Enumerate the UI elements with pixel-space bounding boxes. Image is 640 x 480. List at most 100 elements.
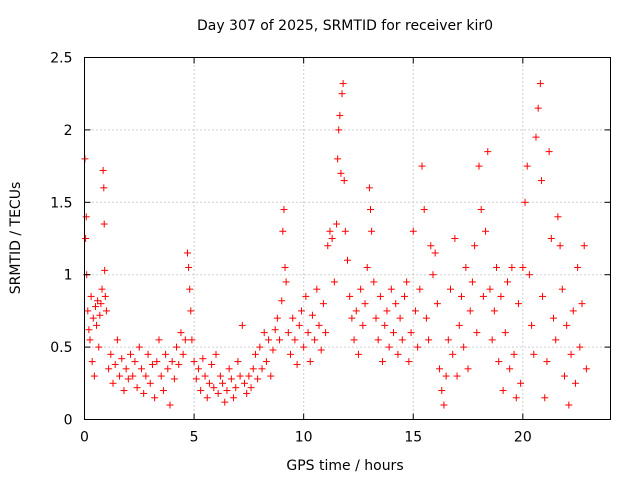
data-point: [560, 372, 568, 380]
data-point: [284, 329, 292, 337]
data-point: [411, 307, 419, 315]
data-point: [192, 375, 200, 383]
data-point: [84, 307, 92, 315]
data-point: [317, 346, 325, 354]
data-point: [234, 358, 242, 366]
data-point: [414, 343, 422, 351]
data-point: [146, 379, 154, 387]
data-point: [519, 263, 527, 271]
data-point: [238, 321, 246, 329]
data-point: [361, 300, 369, 308]
data-point: [357, 285, 365, 293]
data-point: [271, 326, 279, 334]
data-point: [91, 303, 99, 311]
data-point: [269, 346, 277, 354]
data-point: [185, 263, 193, 271]
data-point: [499, 387, 507, 395]
data-point: [276, 336, 284, 344]
data-point: [243, 389, 251, 397]
data-point: [116, 372, 124, 380]
data-point: [187, 307, 195, 315]
data-point: [245, 372, 253, 380]
data-point: [354, 350, 362, 358]
data-point: [348, 314, 356, 322]
data-point: [184, 249, 192, 257]
data-point: [550, 314, 558, 322]
data-point: [166, 401, 174, 409]
data-point: [503, 278, 511, 286]
data-point: [383, 307, 391, 315]
data-point: [340, 177, 348, 185]
data-point: [422, 314, 430, 322]
data-point: [170, 375, 178, 383]
data-point: [552, 336, 560, 344]
data-point: [379, 358, 387, 366]
data-point: [173, 343, 181, 351]
data-point: [313, 285, 321, 293]
data-point: [451, 235, 459, 242]
x-tick-label: 15: [404, 430, 422, 446]
data-point: [230, 394, 238, 402]
data-point: [322, 329, 330, 337]
data-point: [258, 365, 266, 373]
data-point: [449, 350, 457, 358]
data-point: [431, 249, 439, 257]
data-point: [523, 162, 531, 170]
x-tick-label: 5: [190, 430, 199, 446]
data-point: [151, 394, 159, 402]
data-point: [396, 314, 404, 322]
data-point: [385, 343, 393, 351]
data-point: [495, 358, 503, 366]
data-point: [278, 297, 286, 305]
data-point: [308, 311, 316, 319]
data-point: [350, 336, 358, 344]
data-point: [580, 242, 588, 250]
data-point: [100, 220, 108, 228]
data-point: [484, 148, 492, 156]
data-point: [462, 263, 470, 271]
data-point: [291, 336, 299, 344]
data-point: [346, 292, 354, 300]
data-point: [197, 387, 205, 395]
data-point: [89, 314, 97, 322]
data-point: [337, 169, 345, 177]
data-point: [339, 80, 347, 88]
data-point: [418, 162, 426, 170]
x-tick-label: 0: [80, 430, 89, 446]
data-point: [547, 235, 555, 242]
data-point: [501, 329, 509, 337]
data-point: [124, 375, 132, 383]
data-point: [576, 343, 584, 351]
y-axis-label: SRMTID / TECUs: [8, 182, 24, 295]
data-point: [86, 336, 94, 344]
data-point: [365, 184, 373, 192]
data-point: [326, 227, 334, 235]
data-point: [506, 365, 514, 373]
grid-lines: [84, 57, 611, 420]
data-point: [341, 227, 349, 235]
data-point: [295, 321, 303, 329]
data-point: [420, 206, 428, 214]
data-point: [190, 358, 198, 366]
data-point: [137, 365, 145, 373]
x-tick-label: 20: [514, 430, 532, 446]
data-point: [199, 355, 207, 363]
data-point: [208, 360, 216, 368]
data-point: [400, 292, 408, 300]
y-tick-label: 2: [64, 123, 73, 139]
data-point: [497, 292, 505, 300]
data-point: [300, 343, 308, 351]
data-point: [319, 300, 327, 308]
data-point: [460, 343, 468, 351]
data-point: [289, 314, 297, 322]
data-point: [394, 350, 402, 358]
data-point: [525, 271, 533, 279]
data-point: [97, 300, 105, 308]
data-point: [127, 350, 135, 358]
data-point: [335, 126, 343, 134]
data-point: [214, 389, 222, 397]
data-point: [223, 387, 231, 395]
data-point: [135, 343, 143, 351]
data-point: [407, 329, 415, 337]
data-point: [508, 263, 516, 271]
